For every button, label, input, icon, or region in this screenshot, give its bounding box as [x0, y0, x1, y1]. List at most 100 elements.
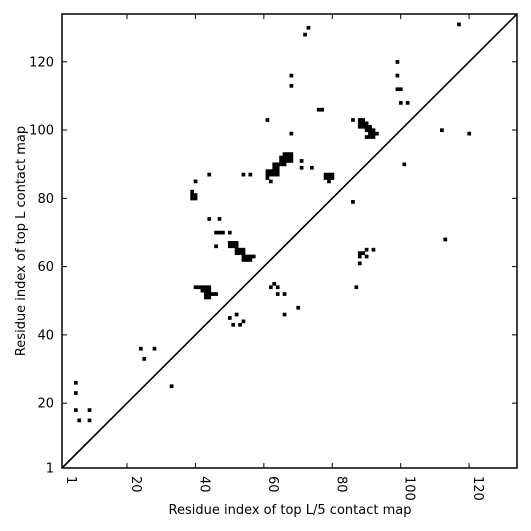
contact-point: [282, 159, 287, 163]
contact-point: [306, 25, 311, 30]
contact-point: [190, 189, 195, 194]
contact-point: [327, 176, 331, 180]
contact-point: [405, 101, 410, 105]
contact-point: [282, 152, 287, 156]
contact-point: [282, 155, 287, 160]
contact-point: [289, 83, 294, 88]
contact-point: [197, 285, 201, 290]
contact-point: [265, 118, 270, 122]
contact-point: [268, 179, 273, 184]
contact-point: [289, 155, 294, 160]
x-tick-label: 80: [333, 476, 348, 493]
contact-point: [364, 247, 369, 252]
x-tick-label: 1: [63, 476, 78, 484]
contact-point: [286, 155, 290, 160]
contact-point: [272, 169, 277, 174]
contact-point: [234, 240, 239, 245]
contact-point: [138, 346, 143, 351]
x-tick-label: 100: [402, 476, 417, 501]
contact-point: [282, 162, 287, 167]
contact-point: [323, 176, 328, 180]
contact-point: [234, 244, 239, 249]
contact-point: [364, 124, 369, 129]
contact-point: [351, 200, 355, 204]
y-tick-label: 120: [29, 55, 54, 70]
contact-point: [238, 247, 242, 252]
contact-point: [368, 124, 372, 129]
contact-point: [440, 128, 444, 133]
contact-point: [371, 128, 376, 133]
contact-point: [398, 101, 403, 105]
contact-point: [299, 159, 304, 163]
contact-point: [282, 292, 287, 296]
contact-point: [275, 172, 280, 177]
contact-point: [248, 254, 253, 259]
contact-point: [241, 251, 246, 255]
contact-point: [248, 172, 253, 177]
contact-point: [241, 254, 246, 259]
contact-point: [227, 240, 232, 245]
y-tick-label: 40: [37, 328, 54, 343]
contact-point: [142, 357, 147, 361]
contact-point: [357, 251, 362, 255]
contact-point: [193, 193, 198, 197]
contact-point: [371, 135, 376, 139]
contact-point: [207, 285, 212, 290]
contact-point: [364, 121, 369, 126]
contact-point: [203, 295, 208, 300]
contact-point: [351, 118, 355, 122]
contact-point: [330, 172, 335, 177]
contact-point: [210, 292, 215, 296]
y-tick-label: 100: [29, 124, 54, 139]
contact-point: [268, 172, 273, 177]
contact-point: [282, 312, 287, 317]
contact-point: [207, 217, 212, 221]
contact-point: [354, 285, 359, 290]
contact-point: [169, 384, 174, 389]
contact-point: [395, 87, 400, 92]
contact-point: [327, 179, 331, 184]
x-tick-label: 20: [128, 476, 143, 493]
contact-point: [279, 162, 283, 167]
contact-point: [190, 196, 195, 201]
y-tick-label: 60: [37, 260, 54, 275]
contact-point: [279, 155, 283, 160]
contact-point: [289, 152, 294, 156]
contact-point: [207, 292, 212, 296]
contact-point: [361, 118, 366, 122]
contact-point: [214, 244, 218, 249]
contact-point: [402, 162, 407, 167]
contact-point: [364, 135, 369, 139]
plot-area: [61, 13, 518, 469]
contact-point: [275, 292, 280, 296]
contact-point: [265, 176, 270, 180]
contact-point: [272, 172, 277, 177]
contact-point: [457, 22, 461, 27]
x-tick-label: 120: [470, 476, 485, 501]
y-tick-label: 80: [37, 192, 54, 207]
contact-point: [467, 131, 472, 136]
contact-point: [241, 247, 246, 252]
contact-point: [286, 159, 290, 163]
contact-point: [268, 285, 273, 290]
points-layer: [73, 22, 472, 423]
contact-point: [443, 237, 448, 242]
contact-point: [193, 196, 198, 201]
contact-point: [245, 254, 249, 259]
contact-point: [395, 73, 400, 78]
y-axis-label: Residue index of top L contact map: [14, 126, 29, 356]
contact-point: [241, 319, 246, 324]
contact-point: [203, 288, 208, 293]
contact-point: [238, 251, 242, 255]
contact-point: [357, 261, 362, 266]
contact-point: [203, 285, 208, 290]
diagonal-line: [61, 13, 518, 469]
x-axis: 1 20 40 60 80 100 120: [61, 14, 485, 501]
contact-point: [268, 169, 273, 174]
contact-point: [217, 217, 222, 221]
x-axis-label: Residue index of top L/5 contact map: [169, 503, 412, 518]
contact-point: [73, 380, 78, 385]
contact-point: [368, 128, 372, 133]
contact-point: [200, 288, 205, 293]
